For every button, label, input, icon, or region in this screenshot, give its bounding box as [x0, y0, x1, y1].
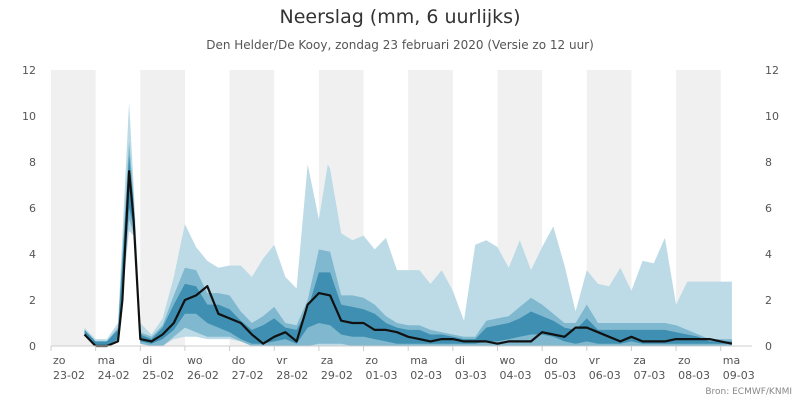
x-tick-date: 29-02	[321, 369, 353, 382]
source-label: Bron: ECMWF/KNMI	[705, 387, 792, 397]
x-tick-date: 03-03	[455, 369, 487, 382]
y-tick-label-right: 2	[765, 294, 772, 307]
median-line	[83, 170, 733, 348]
x-tick-date: 28-02	[276, 369, 308, 382]
x-tick-day: za	[633, 354, 646, 367]
x-tick-date: 09-03	[723, 369, 755, 382]
x-tick-date: 26-02	[187, 369, 219, 382]
x-tick-date: 06-03	[589, 369, 621, 382]
y-tick-label-right: 12	[765, 64, 779, 77]
y-axis-left: 0 2 4 6 8 10 12	[22, 64, 36, 353]
median-series-line	[83, 170, 733, 348]
x-tick-date: 05-03	[544, 369, 576, 382]
y-tick-label-left: 12	[22, 64, 36, 77]
x-tick-day: di	[142, 354, 152, 367]
y-tick-label-right: 8	[765, 156, 772, 169]
x-tick-day: zo	[53, 354, 66, 367]
y-tick-label-left: 2	[29, 294, 36, 307]
x-tick-day: do	[544, 354, 558, 367]
x-tick-day: wo	[187, 354, 203, 367]
chart-title: Neerslag (mm, 6 uurlijks)	[279, 6, 521, 28]
x-tick-day: zo	[366, 354, 379, 367]
y-tick-label-right: 10	[765, 110, 779, 123]
x-tick-day: ma	[410, 354, 427, 367]
y-tick-label-right: 4	[765, 248, 772, 261]
x-tick-date: 25-02	[142, 369, 174, 382]
x-tick-day: di	[455, 354, 465, 367]
x-tick-date: 04-03	[499, 369, 531, 382]
x-tick-date: 07-03	[633, 369, 665, 382]
y-tick-label-left: 8	[29, 156, 36, 169]
chart-subtitle: Den Helder/De Kooy, zondag 23 februari 2…	[206, 38, 594, 52]
x-tick-day: ma	[723, 354, 740, 367]
x-tick-day: za	[321, 354, 334, 367]
x-tick-date: 27-02	[232, 369, 264, 382]
y-tick-label-left: 4	[29, 248, 36, 261]
y-tick-label-right: 6	[765, 202, 772, 215]
x-tick-day: vr	[276, 354, 288, 367]
x-axis: zo 23-02 ma 24-02 di 25-02 wo 26-02 do 27-02 vr 28-…	[50, 345, 755, 382]
y-tick-label-left: 10	[22, 110, 36, 123]
outer-band	[84, 102, 732, 346]
x-tick-day: wo	[499, 354, 515, 367]
x-tick-date: 23-02	[53, 369, 85, 382]
x-tick-date: 08-03	[678, 369, 710, 382]
x-tick-date: 24-02	[98, 369, 130, 382]
y-axis-right: 0 2 4 6 8 10 12	[765, 64, 779, 353]
ensemble-bands	[84, 102, 732, 346]
x-tick-day: vr	[589, 354, 601, 367]
mid-band	[84, 141, 732, 346]
x-tick-day: ma	[98, 354, 115, 367]
x-tick-date: 02-03	[410, 369, 442, 382]
y-tick-label-left: 6	[29, 202, 36, 215]
x-tick-date: 01-03	[366, 369, 398, 382]
day-shade-rect	[51, 70, 96, 346]
y-tick-label-left: 0	[29, 340, 36, 353]
y-tick-label-right: 0	[765, 340, 772, 353]
x-tick-day: do	[232, 354, 246, 367]
x-tick-day: zo	[678, 354, 691, 367]
